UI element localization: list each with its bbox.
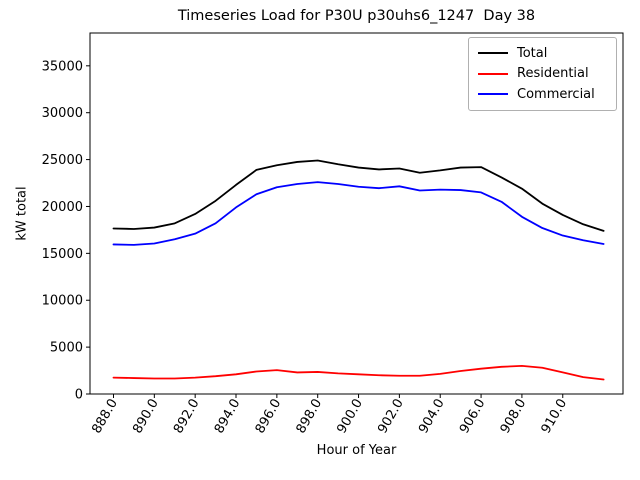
legend-line-residential — [478, 72, 508, 75]
x-tick-label: 892.0 — [171, 397, 203, 437]
x-axis-ticks: 888.0 890.0 892.0 894.0 896.0 898.0 900.0 902.0… — [89, 394, 570, 436]
chart-title: Timeseries Load for P30U p30uhs6_1247 Da… — [177, 8, 536, 24]
legend-item-commercial: Commercial — [478, 84, 616, 105]
x-tick-label: 906.0 — [457, 397, 489, 437]
y-tick-label: 15000 — [42, 247, 83, 262]
x-tick-label: 908.0 — [498, 397, 530, 437]
x-tick-label: 898.0 — [294, 397, 326, 437]
series-line-total — [112, 159, 605, 232]
axes-frame — [89, 32, 624, 395]
legend-item-total: Total — [478, 43, 616, 64]
y-tick-label: 0 — [75, 388, 83, 403]
series-line-residential — [112, 364, 605, 381]
x-axis-label: Hour of Year — [316, 443, 397, 458]
y-tick-label: 10000 — [42, 294, 83, 309]
y-axis-ticks: 0 5000 10000 15000 20000 25000 30000 35000 — [42, 59, 90, 403]
legend-line-total — [478, 52, 508, 55]
y-tick-label: 25000 — [42, 153, 83, 168]
legend-label: Commercial — [517, 86, 595, 102]
legend-item-residential: Residential — [478, 64, 616, 85]
x-tick-label: 904.0 — [416, 397, 448, 437]
legend-line-commercial — [478, 93, 508, 96]
x-tick-label: 902.0 — [375, 397, 407, 437]
y-tick-label: 5000 — [50, 341, 83, 356]
legend-label: Total — [517, 45, 548, 61]
y-tick-label: 20000 — [42, 200, 83, 215]
x-tick-label: 894.0 — [212, 397, 244, 437]
x-tick-label: 910.0 — [539, 397, 571, 437]
legend-label: Residential — [517, 66, 589, 82]
legend: Total Residential Commercial — [468, 37, 617, 111]
y-tick-label: 35000 — [42, 59, 83, 74]
y-tick-label: 30000 — [42, 106, 83, 121]
x-tick-label: 888.0 — [89, 397, 121, 437]
x-tick-label: 900.0 — [334, 397, 366, 437]
x-tick-label: 890.0 — [130, 397, 162, 437]
series-line-commercial — [112, 181, 605, 246]
x-tick-label: 896.0 — [253, 397, 285, 437]
y-axis-label: kW total — [14, 186, 30, 241]
